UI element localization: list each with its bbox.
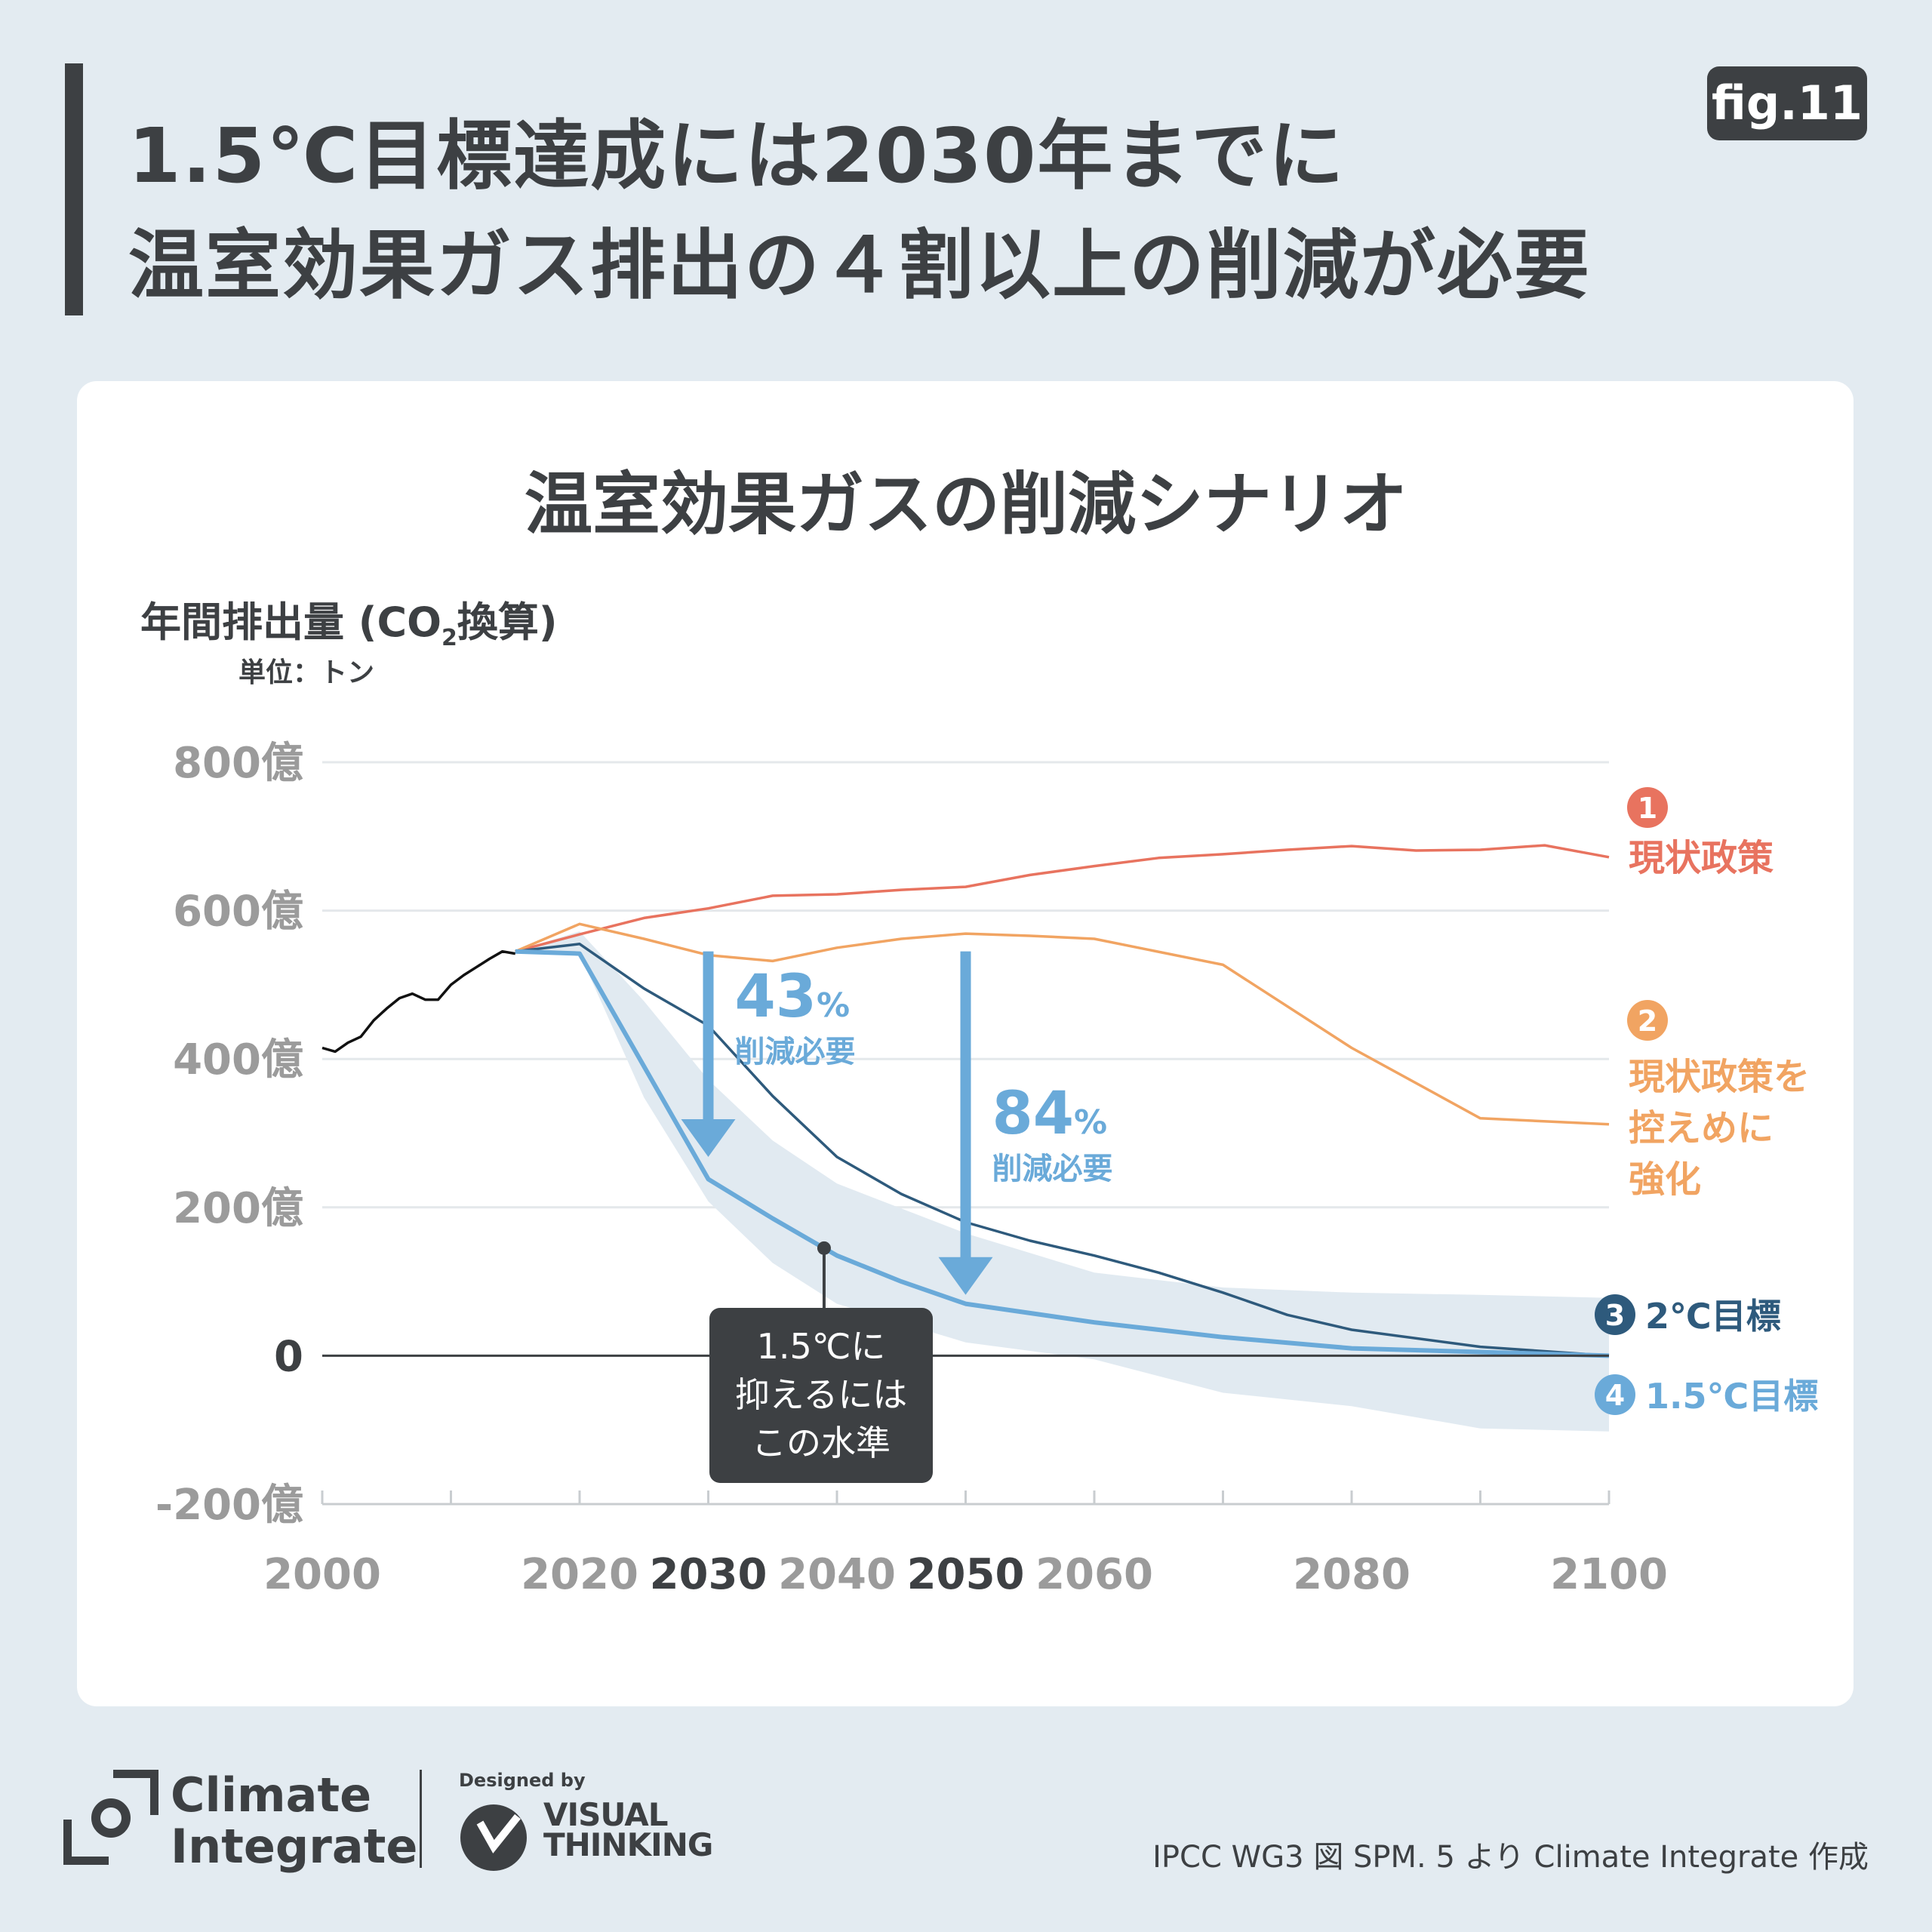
vt-line-1: VISUAL bbox=[543, 1796, 668, 1833]
page-title-line-2: 温室効果ガス排出の４割以上の削減が必要 bbox=[128, 221, 1591, 309]
series-3-badge bbox=[1595, 1294, 1635, 1335]
series-3-badge-number: 3 bbox=[1605, 1299, 1625, 1332]
reduction-arrow-head-1 bbox=[681, 1118, 736, 1157]
climate-integrate-logo-icon bbox=[63, 1770, 158, 1865]
x-tick-label-2: 2030 bbox=[650, 1550, 768, 1599]
series-4-label: 1.5℃目標 bbox=[1645, 1376, 1818, 1417]
y-axis-label-main: 年間排出量 (CO bbox=[140, 598, 442, 646]
series-3-label: 2℃目標 bbox=[1645, 1296, 1781, 1337]
visual-thinking-logo-icon bbox=[460, 1804, 527, 1871]
series-1-label: 現状政策 bbox=[1629, 837, 1774, 879]
figure-badge: fig.11 bbox=[1707, 66, 1867, 140]
grid-lines bbox=[322, 761, 1609, 1209]
callout-line-1: 1.5℃に bbox=[757, 1326, 886, 1367]
reduction-pct-value-1: 43 bbox=[735, 963, 817, 1031]
source-citation: IPCC WG3 図 SPM. 5 より Climate Integrate 作… bbox=[1152, 1840, 1869, 1875]
x-tick-label-7: 2100 bbox=[1550, 1550, 1668, 1599]
reduction-arrow-head-2 bbox=[938, 1257, 993, 1295]
x-tick-label-6: 2080 bbox=[1293, 1550, 1411, 1599]
series-line-4 bbox=[515, 949, 1610, 1358]
brand-line-1: Climate bbox=[171, 1767, 372, 1823]
title-accent-bar bbox=[65, 63, 83, 315]
x-tick-label-1: 2020 bbox=[521, 1550, 638, 1599]
brand-line-2: Integrate bbox=[171, 1819, 418, 1874]
reduction-pct-unit-2: % bbox=[1074, 1103, 1107, 1142]
series-2-badge bbox=[1627, 1000, 1668, 1041]
y-axis-unit: 単位：トン bbox=[238, 657, 375, 688]
series-1-badge-number: 1 bbox=[1638, 792, 1657, 825]
y-axis-label-end: 換算) bbox=[457, 598, 558, 646]
page-title-line-1: 1.5℃目標達成には2030年までに bbox=[128, 112, 1346, 200]
series-line-1 bbox=[515, 844, 1610, 953]
y-tick-label-0: 800億 bbox=[173, 739, 303, 788]
y-tick-label-2: 400億 bbox=[173, 1035, 303, 1084]
series-2-badge-number: 2 bbox=[1638, 1004, 1657, 1038]
series-line-3 bbox=[515, 943, 1610, 1358]
reduction-pct-unit-1: % bbox=[817, 986, 850, 1025]
series-4-badge-number: 4 bbox=[1605, 1379, 1625, 1412]
x-tick-label-3: 2040 bbox=[778, 1550, 896, 1599]
series-2-label-line-1: 現状政策を bbox=[1629, 1056, 1810, 1098]
historical-line bbox=[321, 949, 516, 1054]
series-1-badge bbox=[1627, 787, 1668, 828]
y-tick-label-3: 200億 bbox=[173, 1184, 303, 1233]
y-axis-label: 年間排出量 (CO2換算) bbox=[140, 589, 558, 651]
designed-by-label: Designed by bbox=[459, 1770, 586, 1791]
range-band-area bbox=[515, 931, 1609, 1432]
callout-box bbox=[709, 1308, 933, 1483]
callout-pointer-dot bbox=[817, 1241, 831, 1255]
y-axis-label-subscript: 2 bbox=[441, 624, 457, 651]
y-tick-label-1: 600億 bbox=[173, 888, 303, 937]
series-lines bbox=[321, 844, 1610, 1358]
series-4-badge bbox=[1595, 1374, 1635, 1415]
reduction-pct-2: 84% bbox=[992, 1080, 1108, 1148]
x-tick-label-0: 2000 bbox=[263, 1550, 381, 1599]
callout-line-2: 抑えるには bbox=[735, 1374, 908, 1415]
chart-title: 温室効果ガスの削減シナリオ bbox=[525, 465, 1407, 544]
vt-line-2: THINKING bbox=[543, 1826, 713, 1863]
callout-line-3: この水準 bbox=[752, 1423, 891, 1463]
reduction-pct-1: 43% bbox=[735, 963, 851, 1031]
y-tick-label-4: 0 bbox=[274, 1332, 303, 1381]
y-tick-label-5: -200億 bbox=[155, 1481, 303, 1530]
footer-divider bbox=[420, 1770, 422, 1868]
reduction-text-2: 削減必要 bbox=[992, 1152, 1113, 1186]
series-2-label-line-2: 控えめに bbox=[1629, 1107, 1774, 1149]
x-tick-label-4: 2050 bbox=[907, 1550, 1025, 1599]
series-line-2 bbox=[515, 922, 1610, 1126]
x-tick-label-5: 2060 bbox=[1035, 1550, 1153, 1599]
reduction-pct-value-2: 84 bbox=[992, 1080, 1075, 1148]
visual-thinking-brand: VISUAL THINKING bbox=[543, 1796, 713, 1863]
series-2-label-line-3: 強化 bbox=[1629, 1158, 1701, 1201]
climate-integrate-brand: Climate Integrate bbox=[171, 1770, 417, 1872]
reduction-text-1: 削減必要 bbox=[735, 1035, 856, 1069]
range-band bbox=[515, 931, 1609, 1432]
